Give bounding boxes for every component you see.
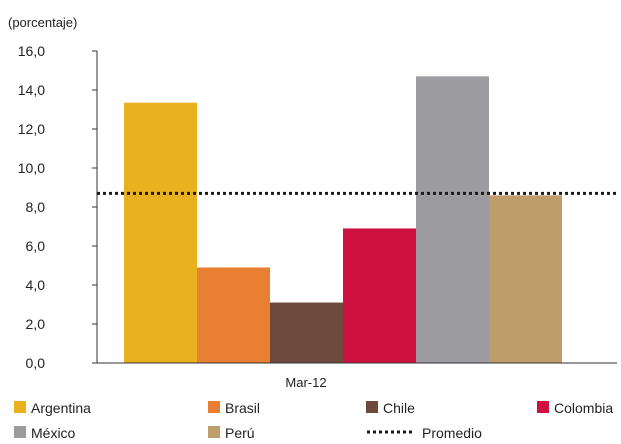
y-tick-label: 10,0	[18, 160, 45, 176]
legend-swatch-colombia	[537, 401, 549, 413]
y-axis-label: (porcentaje)	[8, 15, 77, 30]
legend-label-brasil: Brasil	[225, 400, 260, 416]
bars-group	[124, 76, 562, 364]
y-tick-label: 14,0	[18, 82, 45, 98]
bar-perú	[489, 195, 562, 363]
bar-chile	[270, 302, 343, 363]
y-tick-label: 6,0	[26, 238, 46, 254]
legend: Argentina Brasil Chile Colombia México Perú Pr…	[14, 400, 613, 441]
y-tick-label: 16,0	[18, 43, 45, 59]
bar-colombia	[343, 228, 416, 363]
y-tick-label: 2,0	[26, 316, 46, 332]
y-tick-label: 0,0	[26, 355, 46, 371]
legend-label-perú: Perú	[225, 425, 255, 441]
legend-swatch-argentina	[14, 401, 26, 413]
legend-swatch-brasil	[208, 401, 220, 413]
legend-swatch-chile	[366, 401, 378, 413]
bar-brasil	[197, 267, 270, 363]
legend-swatch-méxico	[14, 426, 26, 438]
y-tick-label: 12,0	[18, 121, 45, 137]
bar-méxico	[416, 76, 489, 363]
x-tick-label: Mar-12	[285, 375, 326, 390]
legend-label-argentina: Argentina	[31, 400, 91, 416]
y-axis: 0,0 2,0 4,0 6,0 8,0 10,0 12,0 14,0 16,0	[18, 43, 98, 371]
bar-argentina	[124, 102, 197, 364]
legend-label-promedio: Promedio	[422, 425, 482, 441]
legend-label-méxico: México	[31, 425, 76, 441]
y-tick-label: 8,0	[26, 199, 46, 215]
x-axis: Mar-12	[97, 362, 617, 390]
y-tick-label: 4,0	[26, 277, 46, 293]
legend-label-colombia: Colombia	[554, 400, 613, 416]
legend-label-chile: Chile	[383, 400, 415, 416]
legend-swatch-perú	[208, 426, 220, 438]
